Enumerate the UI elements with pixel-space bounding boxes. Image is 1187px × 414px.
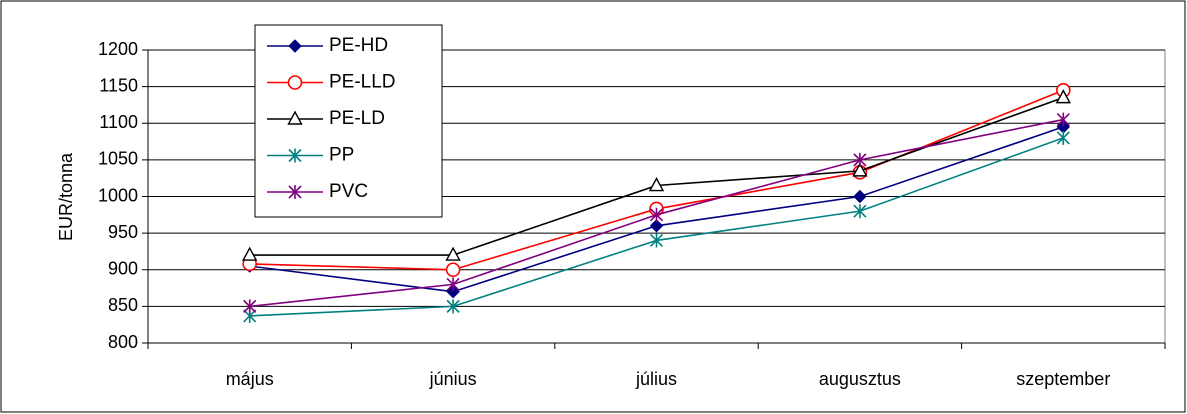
legend-marker-pe-hd <box>288 39 302 53</box>
legend-marker-pe-lld <box>287 75 303 90</box>
point-pe-ld-augusztus <box>852 162 868 177</box>
legend-marker-pvc <box>288 185 302 199</box>
point-pp-szeptember <box>1056 130 1070 145</box>
legend-marker-pe-ld <box>287 110 303 125</box>
point-pe-ld-szeptember <box>1055 89 1071 104</box>
legend-label-pp: PP <box>329 145 354 166</box>
x-tick-label-m-jus: május <box>226 369 274 389</box>
series-pp <box>243 130 1070 323</box>
point-pe-hd-augusztus <box>853 189 867 204</box>
legend-item-pvc: PVC <box>267 181 368 202</box>
legend: PE-HD PE-LLD PE-LD PP PVC <box>254 24 443 218</box>
point-pvc-augusztus <box>853 152 867 167</box>
x-tick-label-szeptember: szeptember <box>1016 369 1110 389</box>
x-tick-labels: május június július augusztus szeptember <box>226 369 1111 389</box>
x-tick-label-augusztus: augusztus <box>819 369 901 389</box>
y-tick-label-1100: 1100 <box>99 112 138 132</box>
point-pe-hd-j-lius <box>649 219 664 233</box>
point-pvc-szeptember <box>1056 112 1070 127</box>
point-pe-ld-m-jus <box>242 246 258 261</box>
point-pp-j-lius <box>649 233 664 248</box>
legend-item-pe-ld: PE-LD <box>267 108 385 129</box>
point-pvc-j-nius <box>446 277 460 292</box>
series-pvc <box>243 112 1070 314</box>
legend-item-pp: PP <box>267 145 354 166</box>
y-axis-title: EUR/tonna <box>56 152 76 241</box>
legend-label-pe-ld: PE-LD <box>329 108 385 129</box>
y-tick-label-850: 850 <box>108 295 138 315</box>
y-tick-labels: 800 850 900 950 1000 1050 1100 1150 1200 <box>98 39 138 352</box>
y-tick-label-900: 900 <box>108 259 138 279</box>
y-tick-label-800: 800 <box>108 332 138 352</box>
legend-item-pe-lld: PE-LLD <box>267 72 396 93</box>
y-tick-label-1200: 1200 <box>98 39 138 59</box>
legend-label-pvc: PVC <box>329 181 368 202</box>
y-tick-label-1000: 1000 <box>98 185 138 205</box>
y-tick-label-950: 950 <box>108 222 138 242</box>
legend-box <box>254 24 443 218</box>
point-pe-ld-j-lius <box>648 177 665 192</box>
legend-label-pe-hd: PE-HD <box>329 35 388 56</box>
point-pp-j-nius <box>446 299 460 314</box>
axes <box>142 49 1166 349</box>
point-pe-ld-j-nius <box>445 246 461 261</box>
y-tick-label-1050: 1050 <box>98 149 138 169</box>
legend-item-pe-hd: PE-HD <box>267 35 388 56</box>
legend-marker-pp <box>288 148 302 163</box>
x-tick-label-j-nius: június <box>429 369 477 389</box>
y-tick-label-1150: 1150 <box>99 75 138 95</box>
point-pvc-j-lius <box>649 207 664 222</box>
point-pe-lld-j-nius <box>445 262 461 278</box>
point-pe-hd-j-nius <box>446 285 460 299</box>
legend-label-pe-lld: PE-LLD <box>329 72 396 93</box>
series <box>242 82 1071 323</box>
point-pvc-m-jus <box>243 299 257 314</box>
x-tick-label-j-lius: július <box>635 369 677 389</box>
point-pp-augusztus <box>853 204 867 219</box>
